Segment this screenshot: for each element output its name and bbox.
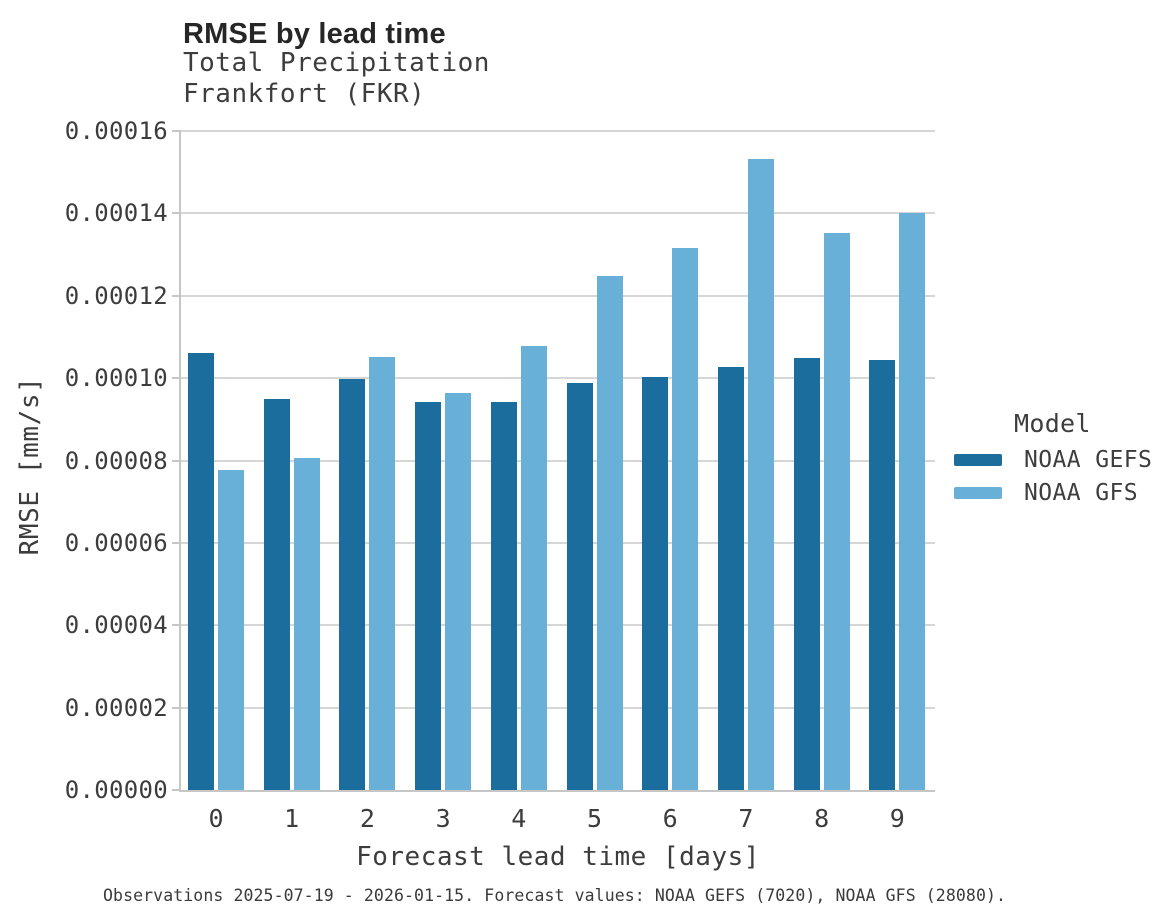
bar-noaa-gfs-day-4 [520, 346, 547, 790]
bar-noaa-gefs-day-7 [717, 367, 744, 790]
gridline-y [181, 130, 935, 132]
bar-noaa-gfs-day-5 [596, 276, 623, 790]
chart-caption: Observations 2025-07-19 - 2026-01-15. Fo… [103, 886, 1007, 905]
gridline-y [181, 459, 935, 462]
bar-noaa-gfs-day-0 [218, 470, 244, 790]
bar-noaa-gefs-day-1 [263, 399, 290, 790]
bar-noaa-gefs-day-4 [490, 402, 517, 790]
y-tick-label: 0.00006 [64, 528, 168, 557]
legend-swatch-noaa-gefs [954, 453, 1002, 466]
x-tick-label: 2 [359, 804, 375, 833]
y-tick-label: 0.00016 [64, 117, 168, 145]
y-tick-label: 0.00010 [64, 364, 168, 393]
y-tick-mark [172, 294, 181, 297]
y-tick-label: 0.00002 [64, 693, 168, 722]
bar-noaa-gefs-day-9 [869, 360, 896, 790]
bar-noaa-gefs-day-0 [188, 353, 214, 790]
bar-noaa-gfs-day-6 [672, 248, 699, 790]
x-tick-label: 6 [662, 804, 678, 833]
bar-noaa-gfs-day-8 [823, 233, 850, 790]
y-tick-label: 0.00014 [64, 199, 168, 228]
y-tick-mark [172, 459, 181, 462]
legend-item-noaa-gefs: NOAA GEFS [954, 443, 1175, 476]
y-tick-label: 0.00012 [64, 281, 168, 310]
bar-noaa-gefs-day-2 [339, 379, 366, 790]
y-tick-mark [172, 706, 181, 709]
gridline-y [181, 294, 935, 297]
bar-noaa-gefs-day-8 [793, 358, 820, 790]
chart-title: RMSE by lead time [183, 18, 446, 50]
y-tick-mark [172, 541, 181, 544]
bar-noaa-gfs-day-9 [899, 213, 926, 790]
bar-noaa-gfs-day-2 [369, 357, 396, 790]
x-tick-label: 5 [586, 804, 603, 833]
y-tick-mark [172, 377, 181, 380]
plot-area [179, 130, 935, 792]
y-tick-label: 0.00000 [64, 776, 168, 804]
y-tick-label: 0.00004 [64, 611, 168, 640]
y-tick-mark [172, 789, 181, 791]
chart-subtitle: Total Precipitation Frankfort (FKR) [183, 48, 490, 110]
x-tick-label: 9 [889, 804, 905, 833]
gridline-y [181, 624, 935, 627]
x-tick-label: 3 [435, 804, 451, 833]
x-tick-label: 0 [208, 804, 224, 833]
gridline-y [181, 541, 935, 544]
subtitle-variable: Total Precipitation [183, 48, 490, 78]
x-tick-label: 4 [511, 804, 527, 833]
bar-noaa-gfs-day-1 [293, 458, 320, 790]
subtitle-location: Frankfort (FKR) [183, 79, 426, 109]
x-axis-title: Forecast lead time [days] [356, 842, 760, 872]
x-tick-label: 7 [738, 804, 754, 833]
gridline-y [181, 377, 935, 380]
y-tick-label: 0.00008 [64, 446, 168, 475]
bar-noaa-gefs-day-5 [566, 383, 593, 790]
y-tick-mark [172, 212, 181, 215]
legend-label: NOAA GFS [1024, 479, 1138, 506]
bar-noaa-gefs-day-3 [415, 402, 442, 790]
bar-noaa-gfs-day-7 [747, 159, 774, 790]
gridline-y [181, 706, 935, 709]
legend: Model NOAA GEFS NOAA GFS [954, 410, 1175, 509]
legend-swatch-noaa-gfs [954, 486, 1002, 499]
gridline-y [181, 212, 935, 215]
legend-title: Model [1014, 409, 1091, 438]
x-tick-label: 1 [284, 804, 300, 833]
y-tick-mark [172, 130, 181, 132]
legend-item-noaa-gfs: NOAA GFS [954, 476, 1175, 509]
bar-noaa-gefs-day-6 [642, 377, 669, 790]
bar-noaa-gfs-day-3 [445, 393, 472, 790]
legend-label: NOAA GEFS [1024, 446, 1153, 473]
y-tick-mark [172, 624, 181, 627]
x-tick-label: 8 [814, 804, 830, 833]
